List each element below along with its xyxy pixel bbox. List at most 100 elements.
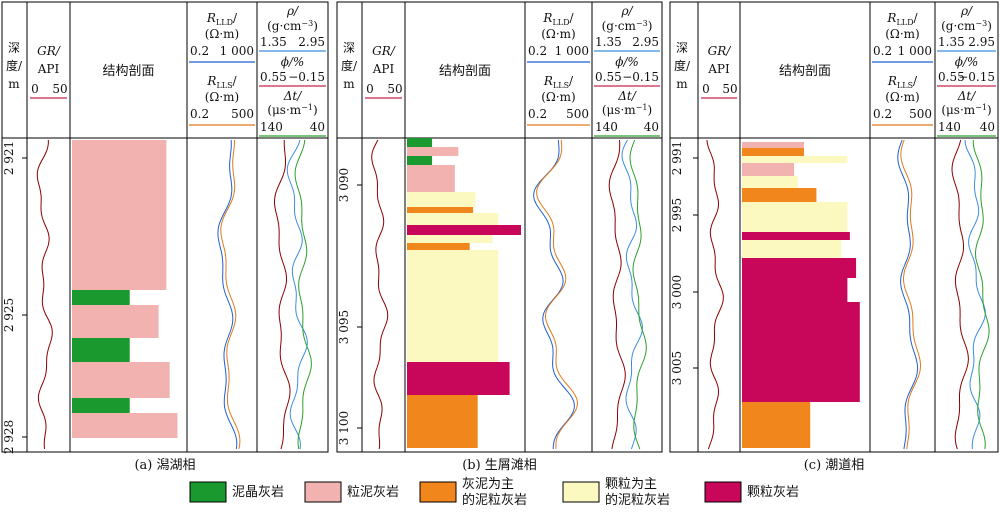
rlld-curve bbox=[897, 139, 919, 450]
lithology-block bbox=[742, 176, 798, 188]
dt-curve bbox=[294, 139, 312, 450]
rho-scale: 1.35 bbox=[938, 35, 965, 49]
lithology-block bbox=[742, 240, 842, 258]
legend-label: 粒泥灰岩 bbox=[347, 485, 399, 500]
lithology-block bbox=[72, 398, 130, 413]
rlls-unit: (Ω·m) bbox=[205, 90, 240, 104]
lithology-block bbox=[407, 362, 510, 395]
lithology-block bbox=[742, 232, 850, 240]
rlls-unit: (Ω·m) bbox=[885, 90, 920, 104]
phi-curve bbox=[621, 139, 643, 450]
rho-unit: (g·cm−3) bbox=[602, 19, 653, 33]
depth-tick-label: 2 921 bbox=[2, 141, 16, 175]
gr-scale: 0 bbox=[702, 82, 710, 96]
lithology-block bbox=[407, 235, 493, 243]
rho-unit: (g·cm−3) bbox=[267, 19, 318, 33]
phi-scale: 0.55 bbox=[260, 70, 287, 84]
panel-caption: (b) 生屑滩相 bbox=[462, 458, 537, 473]
rlld-scale: 0.2 bbox=[528, 44, 547, 58]
gr-curve bbox=[36, 139, 53, 450]
gr-scale: 50 bbox=[722, 82, 737, 96]
rlls-scale: 500 bbox=[909, 107, 932, 121]
rho-scale: 1.35 bbox=[260, 35, 287, 49]
legend-item: 颗粒灰岩 bbox=[704, 481, 799, 503]
curve-header-text: RLLS/ bbox=[887, 74, 918, 90]
dt-scale: 40 bbox=[644, 120, 659, 134]
curve-header-text: RLLD/ bbox=[886, 11, 918, 27]
lithology-block bbox=[407, 250, 499, 362]
legend-label: 颗粒为主 bbox=[605, 477, 657, 492]
curve-header-text: RLLD/ bbox=[206, 11, 238, 27]
panel-caption: (a) 潟湖相 bbox=[134, 458, 195, 473]
depth-header: 深 bbox=[8, 41, 20, 55]
depth-tick-label: 3 000 bbox=[670, 275, 684, 309]
rho-scale: 2.95 bbox=[968, 35, 995, 49]
legend-swatch bbox=[704, 481, 742, 503]
phi-header: ϕ/% bbox=[615, 55, 639, 69]
depth-tick-label: 3 005 bbox=[670, 351, 684, 385]
rlls-curve bbox=[220, 140, 241, 450]
legend-label: 的泥粒灰岩 bbox=[605, 492, 670, 508]
phi-scale: 0.55 bbox=[595, 70, 622, 84]
lithology-block bbox=[72, 140, 167, 290]
legend-swatch bbox=[419, 481, 457, 503]
rho-curve bbox=[951, 139, 969, 450]
rlld-scale: 0.2 bbox=[190, 44, 209, 58]
lithology-block bbox=[72, 290, 130, 305]
rlld-curve bbox=[533, 139, 575, 450]
lithology-block bbox=[407, 147, 459, 156]
rlls-scale: 0.2 bbox=[873, 107, 892, 121]
legend-swatch bbox=[304, 481, 342, 503]
lithology-block bbox=[742, 163, 795, 176]
lithology-block bbox=[407, 202, 476, 207]
phi-header: ϕ/% bbox=[281, 55, 305, 69]
depth-tick-label: 3 090 bbox=[337, 168, 351, 202]
rlld-unit: (Ω·m) bbox=[205, 27, 240, 41]
depth-tick-label: 3 095 bbox=[337, 310, 351, 344]
gr-scale: 50 bbox=[52, 82, 67, 96]
dt-scale: 140 bbox=[595, 120, 618, 134]
panel-frame bbox=[669, 1, 999, 453]
depth-header: 度/ bbox=[6, 58, 23, 73]
depth-header: m bbox=[8, 77, 20, 91]
gr-scale: 0 bbox=[31, 82, 39, 96]
rlls-unit: (Ω·m) bbox=[541, 90, 576, 104]
dt-unit: (μs·m−1) bbox=[267, 103, 317, 117]
section-header: 结构剖面 bbox=[779, 64, 831, 79]
rho-header: ρ/ bbox=[960, 4, 974, 18]
rho-unit: (g·cm−3) bbox=[941, 19, 992, 33]
curve-header-text: RLLD/ bbox=[542, 11, 574, 27]
phi-scale: −0.15 bbox=[958, 70, 995, 84]
legend-label: 灰泥为主 bbox=[462, 477, 514, 492]
legend-item: 泥晶灰岩 bbox=[189, 481, 284, 503]
panel-frame bbox=[1, 1, 329, 453]
depth-header: 深 bbox=[676, 41, 688, 55]
lithology-block bbox=[742, 156, 848, 163]
legend-label: 的泥粒灰岩 bbox=[462, 492, 527, 508]
lithology-block bbox=[407, 243, 470, 250]
gr-scale: 0 bbox=[366, 82, 374, 96]
dt-header: Δt/ bbox=[957, 89, 977, 103]
rlld-scale: 1 000 bbox=[898, 44, 932, 58]
curve-header-text: RLLS/ bbox=[206, 74, 237, 90]
rho-header: ρ/ bbox=[620, 4, 634, 18]
legend-swatch bbox=[562, 481, 600, 503]
gr-header: API bbox=[707, 62, 730, 76]
depth-header: 度/ bbox=[674, 58, 691, 73]
rlld-unit: (Ω·m) bbox=[541, 27, 576, 41]
phi-curve bbox=[286, 139, 308, 450]
dt-scale: 40 bbox=[310, 120, 325, 134]
gr-header: GR/ bbox=[372, 44, 397, 58]
lithology-block bbox=[407, 225, 521, 235]
depth-header: m bbox=[676, 77, 688, 91]
depth-header: m bbox=[343, 77, 355, 91]
dt-curve bbox=[629, 139, 647, 450]
lithology-block bbox=[407, 395, 478, 448]
dt-scale: 40 bbox=[980, 120, 995, 134]
phi-scale: −0.15 bbox=[288, 70, 325, 84]
rho-scale: 2.95 bbox=[632, 35, 659, 49]
